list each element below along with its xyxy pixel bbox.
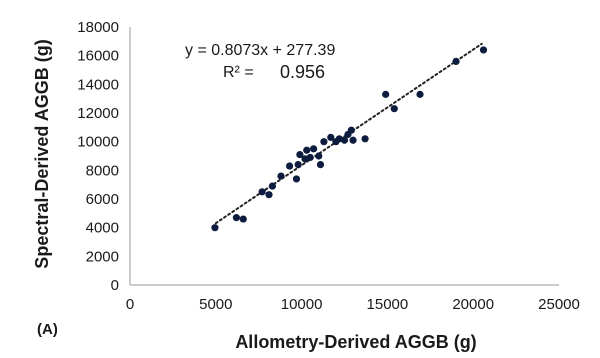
data-point [239,215,247,223]
data-point [382,90,390,98]
axes [129,27,559,286]
y-tick-label: 6000 [86,191,119,208]
data-point [320,138,328,146]
data-point [268,182,277,190]
panel-label: (A) [37,321,58,338]
x-tick-label: 5000 [199,296,232,313]
x-tick-label: 20000 [452,296,494,313]
data-points [211,46,488,232]
data-point [292,175,301,183]
x-tick-label: 0 [126,296,134,313]
data-point [390,105,398,113]
data-point [303,146,311,154]
data-point [452,57,460,65]
data-point [361,135,369,143]
data-point [315,152,323,160]
data-point [232,214,240,222]
y-tick-label: 4000 [86,220,119,237]
tick-labels: 0 2000 4000 6000 8000 10000 12000 14000 16000 180… [77,19,580,313]
data-point [416,90,424,98]
data-point [327,133,335,141]
data-point [316,161,325,169]
y-tick-label: 14000 [77,76,119,93]
data-point [294,161,302,169]
y-tick-label: 10000 [77,134,119,151]
x-tick-label: 15000 [367,296,409,313]
data-point [296,150,304,159]
data-point [310,145,318,153]
data-point [479,46,488,54]
data-point [347,126,355,134]
y-axis-title: Spectral-Derived AGGB (g) [32,39,52,268]
y-tick-label: 2000 [86,248,119,265]
data-point [265,191,273,199]
y-tick-label: 12000 [77,105,119,122]
data-point [306,153,314,162]
r-squared-value: 0.956 [280,62,325,82]
x-axis-title: Allometry-Derived AGGB (g) [235,332,476,352]
data-point [211,224,219,232]
data-point [349,136,357,144]
y-tick-label: 8000 [86,162,119,179]
r-squared-label: R² = [223,64,254,81]
x-tick-label: 10000 [281,296,323,313]
y-tick-label: 18000 [77,19,119,36]
data-point [258,188,266,196]
y-tick-label: 0 [111,277,119,294]
y-tick-label: 16000 [77,48,119,65]
data-point [277,172,285,180]
data-point [285,162,294,170]
data-point [340,136,349,144]
trendline-equation: y = 0.8073x + 277.39 [185,42,335,59]
x-tick-label: 25000 [538,296,580,313]
